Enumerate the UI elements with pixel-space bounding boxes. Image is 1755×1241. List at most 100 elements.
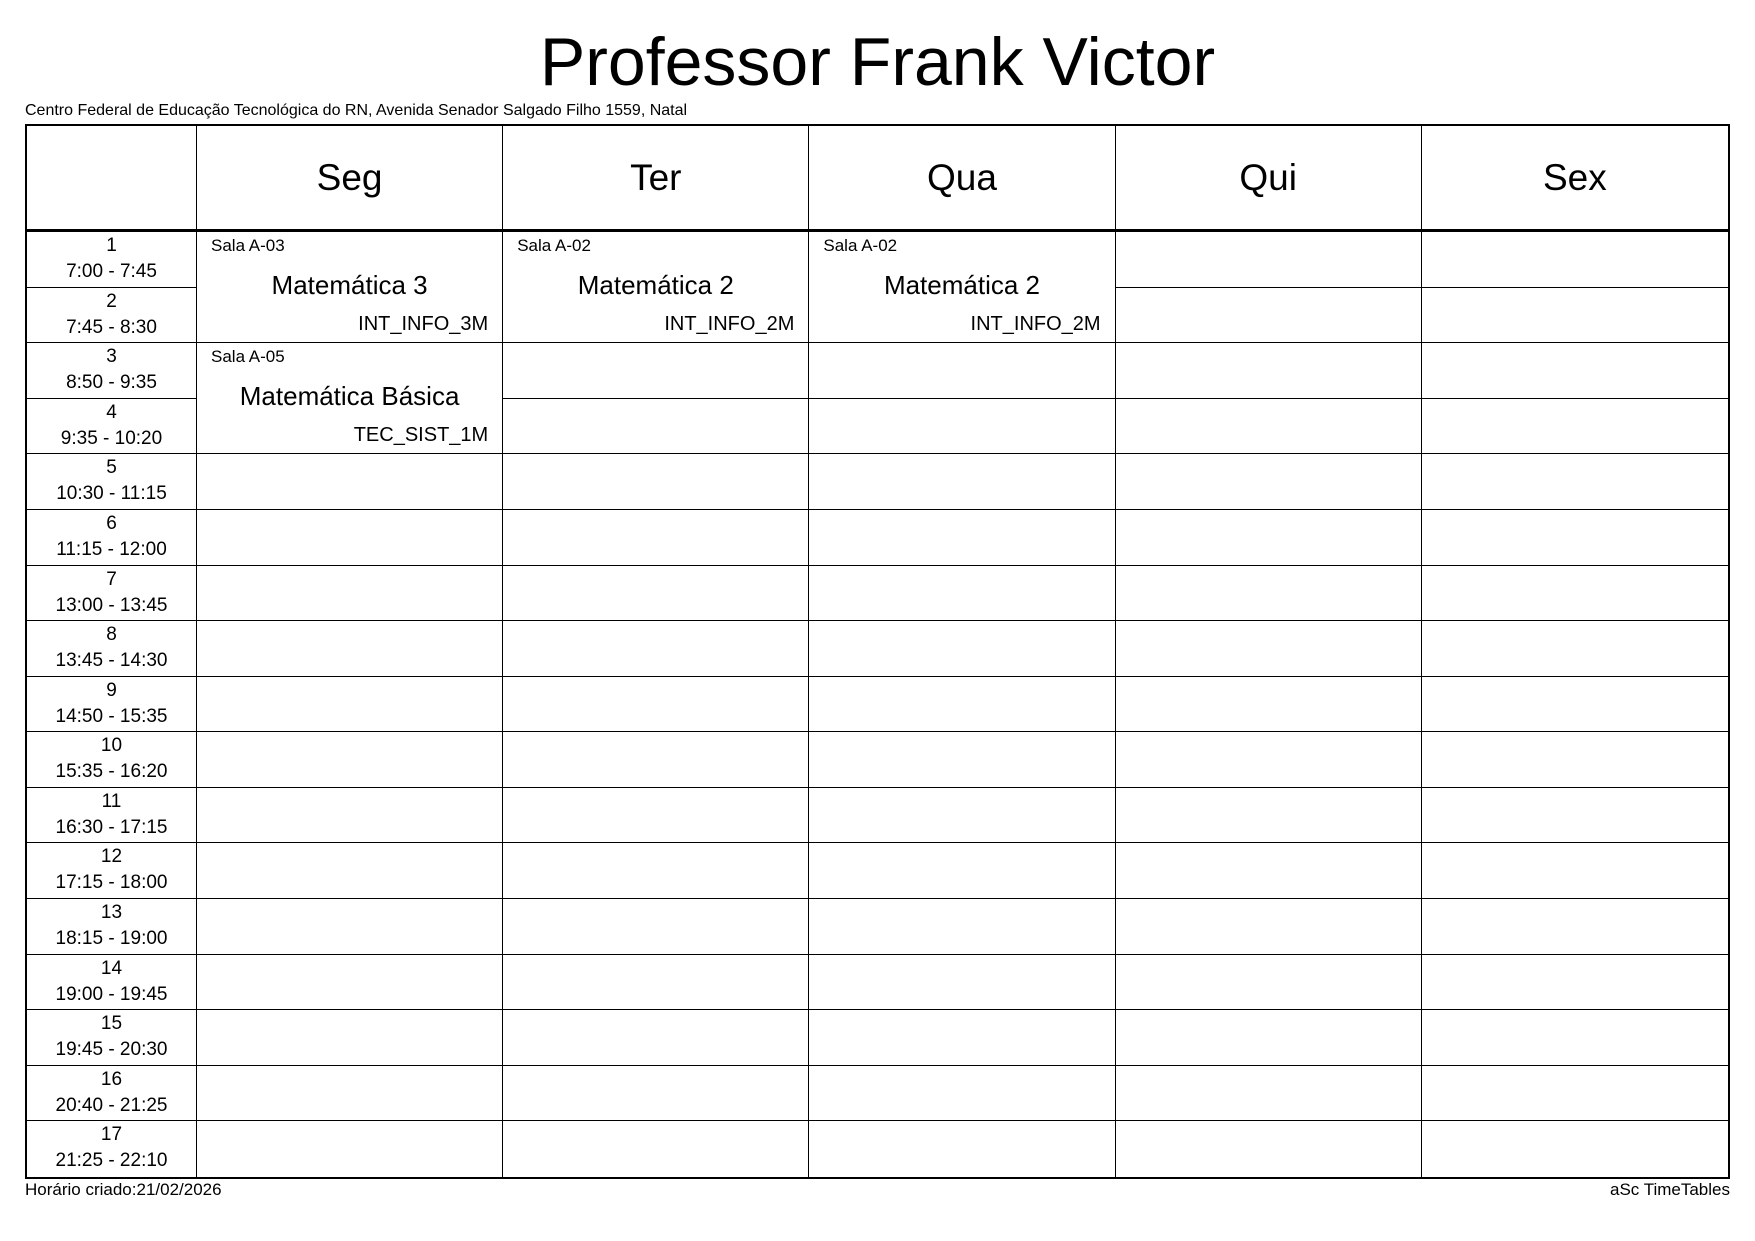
empty-slot [809,509,1116,566]
day-header: Qua [809,126,1116,232]
period-time: 7:45 - 8:30 [66,316,157,338]
empty-slot [809,899,1116,955]
period-cell: 12 17:15 - 18:00 [27,843,197,900]
period-number: 10 [100,735,123,757]
period-time: 9:35 - 10:20 [60,427,163,449]
empty-slot [1421,899,1728,955]
empty-slot [503,1010,810,1066]
empty-slot [197,565,504,622]
empty-slot [197,1010,504,1066]
lesson-class: INT_INFO_2M [664,313,795,335]
empty-slot [1421,510,1728,566]
empty-slot [809,954,1116,1011]
created-date: Horário criado:21/02/2026 [25,1180,222,1199]
day-header: Sex [1421,126,1728,232]
period-cell: 10 15:35 - 16:20 [27,732,197,788]
empty-slot [503,1121,810,1177]
period-number: 14 [100,957,123,979]
empty-slot [1421,1010,1728,1066]
empty-slot [1421,788,1728,844]
empty-slot [1115,565,1422,622]
empty-slot [1115,954,1422,1011]
period-cell: 6 11:15 - 12:00 [27,509,197,566]
period-number: 1 [106,235,117,256]
period-time: 13:00 - 13:45 [55,594,168,616]
empty-slot [197,787,504,844]
lesson-subject: Matemática 3 [271,270,428,300]
period-number: 12 [100,846,123,868]
empty-slot [503,787,810,844]
empty-slot [1115,232,1422,288]
period-number: 11 [101,790,122,812]
empty-slot [809,1065,1116,1122]
software-brand: aSc TimeTables [1610,1180,1730,1199]
period-number: 2 [106,290,117,312]
empty-slot [1115,343,1422,399]
empty-slot [1115,843,1422,900]
empty-slot [809,676,1116,733]
period-time: 8:50 - 9:35 [66,372,157,394]
period-cell: 15 19:45 - 20:30 [27,1010,197,1066]
period-number: 8 [106,624,117,646]
lesson-cell: Sala A-02 Matemática 2 INT_INFO_2M [503,232,810,344]
period-cell: 1 7:00 - 7:45 [27,232,197,288]
empty-slot [1115,287,1422,344]
period-time: 17:15 - 18:00 [55,872,168,894]
lesson-cell: Sala A-02 Matemática 2 INT_INFO_2M [809,232,1116,344]
period-cell: 13 18:15 - 19:00 [27,899,197,955]
empty-slot [503,343,810,399]
day-header: Qui [1115,126,1422,232]
empty-slot [1421,1066,1728,1122]
empty-slot [1115,1010,1422,1066]
empty-slot [1115,621,1422,677]
empty-slot [197,676,504,733]
lesson-room: Sala A-02 [823,236,898,255]
period-number: 7 [106,568,117,590]
empty-slot [809,843,1116,900]
empty-slot [197,621,504,677]
period-time: 14:50 - 15:35 [55,705,168,727]
empty-slot [503,954,810,1011]
empty-slot [809,454,1116,510]
empty-slot [503,565,810,622]
lesson-subject: Matemática Básica [239,381,460,412]
period-time: 19:00 - 19:45 [55,983,168,1005]
empty-slot [1421,621,1728,677]
empty-slot [1421,955,1728,1011]
empty-slot [1115,732,1422,788]
period-cell: 5 10:30 - 11:15 [27,454,197,510]
lesson-class: INT_INFO_2M [970,313,1101,335]
empty-slot [503,454,810,510]
period-cell: 9 14:50 - 15:35 [27,676,197,733]
period-cell: 11 16:30 - 17:15 [27,787,197,844]
school-address: Centro Federal de Educação Tecnológica d… [25,102,688,119]
lesson-room: Sala A-02 [517,236,591,255]
empty-slot [1115,398,1422,455]
empty-slot [809,621,1116,677]
period-number: 5 [106,457,117,479]
corner-cell [27,126,197,232]
empty-slot [1115,899,1422,955]
empty-slot [197,1065,504,1122]
empty-slot [197,732,504,788]
period-time: 13:45 - 14:30 [55,650,168,672]
period-cell: 8 13:45 - 14:30 [27,621,197,677]
empty-slot [197,1121,504,1177]
lesson-class: INT_INFO_3M [358,313,489,335]
empty-slot [197,454,504,510]
lesson-cell: Sala A-05 Matemática Básica TEC_SIST_1M [197,343,504,455]
empty-slot [1421,399,1728,455]
empty-slot [1116,1121,1422,1177]
empty-slot [1421,732,1728,788]
empty-slot [1421,843,1728,900]
empty-slot [503,509,810,566]
empty-slot [1421,566,1728,622]
empty-slot [1421,677,1728,733]
empty-slot [503,676,810,733]
period-cell: 16 20:40 - 21:25 [27,1065,197,1122]
empty-slot [1115,454,1422,510]
empty-slot [1421,454,1728,510]
period-time: 18:15 - 19:00 [55,928,168,950]
period-number: 17 [100,1124,123,1146]
empty-slot [1115,676,1422,733]
